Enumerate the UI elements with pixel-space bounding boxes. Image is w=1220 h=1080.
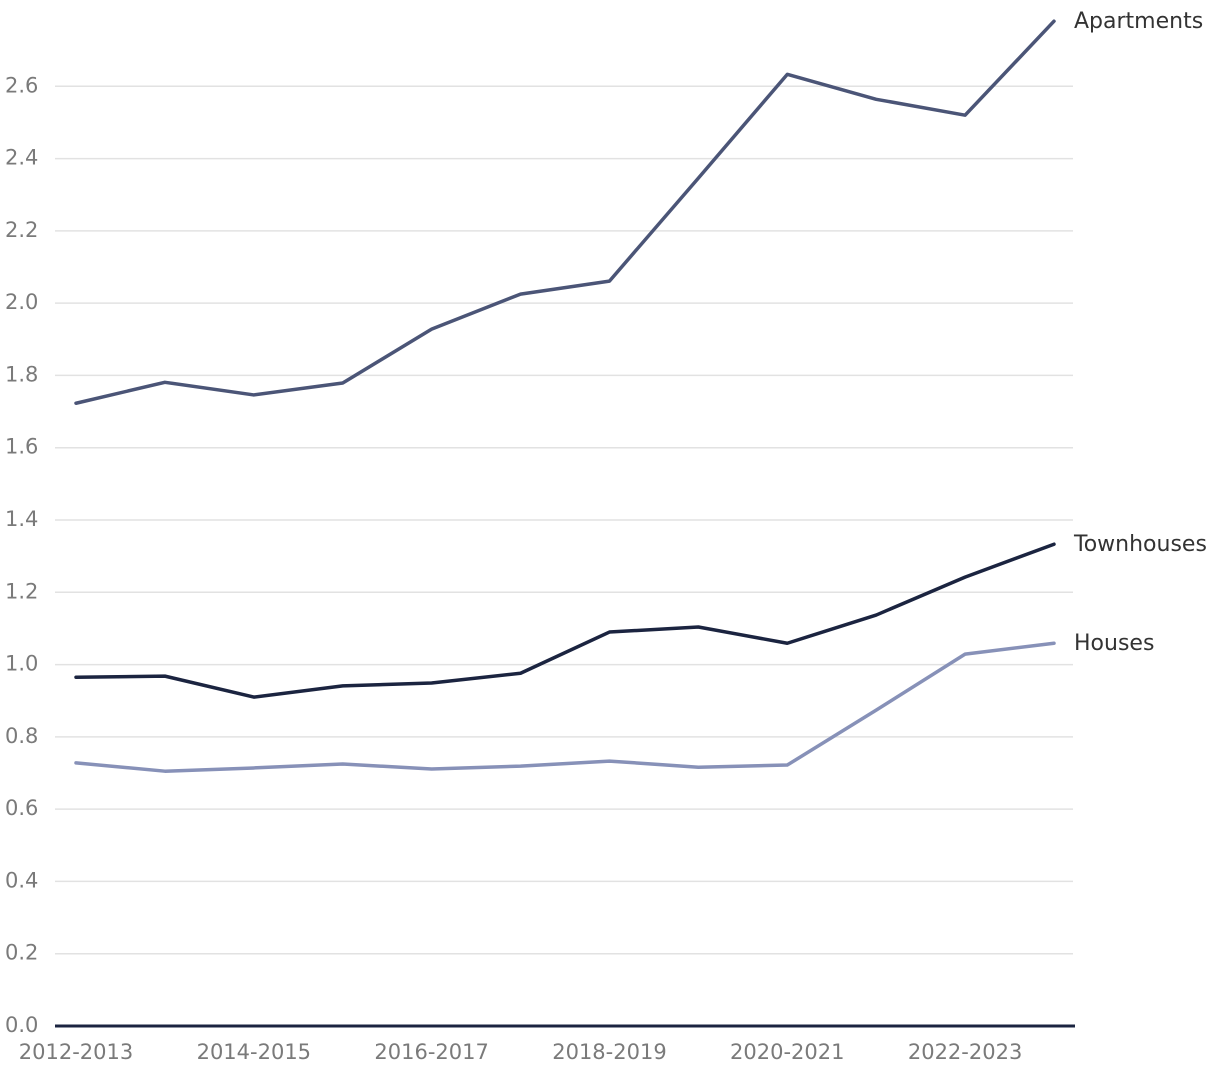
series-label: Houses xyxy=(1074,631,1154,656)
y-tick-label: 1.4 xyxy=(5,507,38,531)
series-line xyxy=(74,542,1056,699)
x-tick-label: 2018-2019 xyxy=(552,1040,666,1064)
y-tick-label: 1.8 xyxy=(5,362,38,386)
y-tick-label: 0.6 xyxy=(5,796,38,820)
x-tick-label: 2022-2023 xyxy=(908,1040,1022,1064)
y-tick-label: 0.0 xyxy=(5,1013,38,1037)
y-tick-label: 1.2 xyxy=(5,579,38,603)
y-tick-label: 0.4 xyxy=(5,868,38,892)
y-tick-label: 2.0 xyxy=(5,290,38,314)
series-line xyxy=(74,19,1056,406)
series-label: Townhouses xyxy=(1073,532,1207,557)
x-tick-label: 2014-2015 xyxy=(197,1040,311,1064)
y-tick-label: 1.6 xyxy=(5,435,38,459)
y-tick-label: 2.6 xyxy=(5,73,38,97)
y-tick-label: 0.8 xyxy=(5,724,38,748)
x-tick-label: 2016-2017 xyxy=(374,1040,488,1064)
y-tick-label: 0.2 xyxy=(5,941,38,965)
x-tick-label: 2012-2013 xyxy=(19,1040,133,1064)
series-label: Apartments xyxy=(1074,9,1203,34)
x-tick-label: 2020-2021 xyxy=(730,1040,844,1064)
y-tick-label: 2.2 xyxy=(5,218,38,242)
series-line xyxy=(74,641,1056,773)
y-tick-label: 2.4 xyxy=(5,146,38,170)
y-tick-label: 1.0 xyxy=(5,652,38,676)
